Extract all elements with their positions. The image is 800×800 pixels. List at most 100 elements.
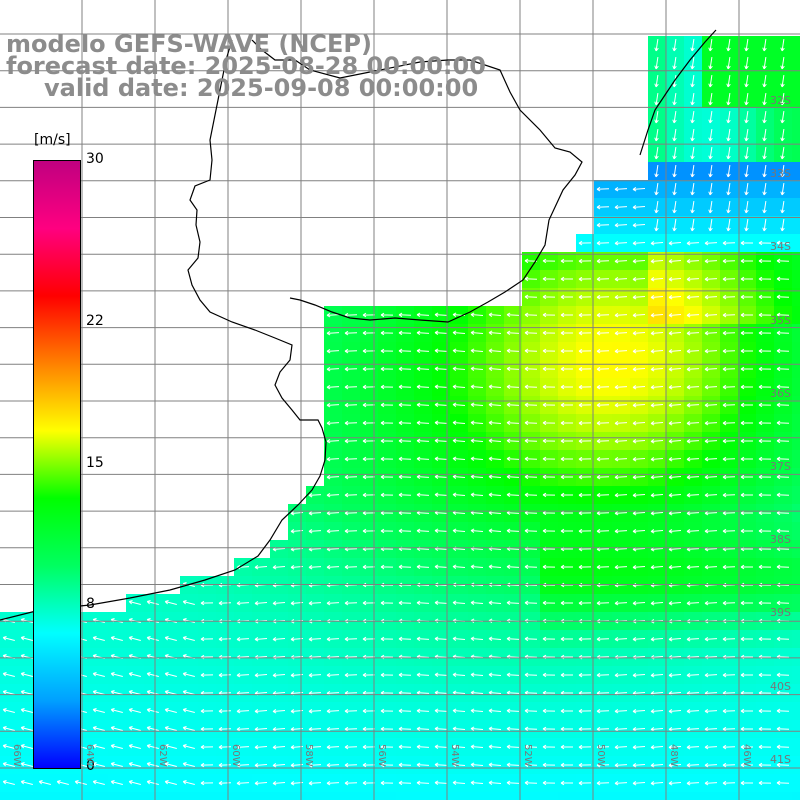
wind-arrow bbox=[416, 384, 430, 390]
wind-arrow bbox=[128, 636, 141, 641]
field-cell bbox=[684, 792, 703, 800]
wind-arrow bbox=[740, 402, 754, 408]
wind-arrow bbox=[254, 781, 268, 786]
field-cell bbox=[792, 378, 800, 397]
wind-arrow bbox=[560, 636, 574, 642]
wind-arrow bbox=[416, 312, 430, 318]
wind-arrow bbox=[650, 565, 664, 570]
wind-arrow bbox=[740, 258, 754, 264]
wind-arrow bbox=[740, 294, 754, 300]
wind-arrow bbox=[632, 295, 646, 300]
wind-arrow bbox=[344, 456, 358, 462]
wind-arrow bbox=[128, 726, 141, 731]
wind-arrow bbox=[632, 331, 646, 336]
wind-arrow bbox=[632, 565, 646, 570]
wind-arrow bbox=[380, 726, 394, 732]
wind-arrow bbox=[722, 240, 736, 246]
wind-arrow bbox=[434, 384, 448, 389]
wind-arrow bbox=[452, 600, 466, 605]
wind-arrow bbox=[308, 744, 322, 750]
wind-arrow bbox=[744, 182, 749, 196]
wind-arrow bbox=[452, 420, 466, 425]
wind-arrow bbox=[596, 240, 610, 246]
wind-arrow bbox=[560, 294, 574, 300]
field-cell bbox=[792, 144, 800, 163]
wind-arrow bbox=[744, 200, 749, 214]
wind-arrow bbox=[758, 438, 772, 444]
wind-arrow bbox=[542, 384, 556, 390]
wind-arrow bbox=[668, 601, 682, 606]
wind-arrow bbox=[762, 38, 767, 52]
wind-arrow bbox=[488, 312, 502, 317]
wind-arrow bbox=[596, 672, 610, 678]
wind-arrow bbox=[758, 240, 772, 246]
wind-arrow bbox=[596, 510, 610, 516]
wind-arrow bbox=[668, 385, 682, 390]
field-cell bbox=[450, 792, 469, 800]
wind-arrow bbox=[722, 672, 736, 678]
wind-arrow bbox=[434, 708, 448, 713]
wind-arrow bbox=[416, 366, 430, 372]
wind-arrow bbox=[596, 564, 610, 570]
wind-arrow bbox=[704, 492, 718, 498]
wind-arrow bbox=[272, 673, 286, 678]
wind-arrow bbox=[434, 780, 448, 785]
wind-arrow bbox=[380, 348, 394, 354]
colorbar-tick-0: 0 bbox=[86, 758, 95, 774]
wind-arrow bbox=[182, 600, 195, 605]
wind-arrow bbox=[470, 780, 484, 785]
wind-arrow bbox=[362, 726, 376, 732]
wind-arrow bbox=[560, 726, 574, 732]
wind-arrow bbox=[704, 456, 718, 462]
wind-arrow bbox=[560, 492, 574, 498]
wind-arrow bbox=[452, 348, 466, 353]
wind-arrow bbox=[92, 690, 105, 695]
wind-arrow bbox=[416, 492, 430, 498]
wind-arrow bbox=[704, 780, 718, 786]
wind-arrow bbox=[416, 330, 430, 336]
wind-arrow bbox=[686, 402, 700, 408]
wind-arrow bbox=[708, 128, 713, 142]
wind-arrow bbox=[110, 780, 123, 785]
wind-arrow bbox=[470, 474, 484, 479]
wind-arrow bbox=[726, 56, 731, 70]
field-cell bbox=[792, 54, 800, 73]
wind-arrow bbox=[200, 708, 214, 714]
wind-arrow bbox=[686, 258, 700, 264]
wind-arrow bbox=[326, 564, 340, 570]
wind-arrow bbox=[650, 781, 664, 786]
wind-arrow bbox=[632, 223, 646, 228]
wind-arrow bbox=[578, 564, 592, 570]
wind-arrow bbox=[398, 708, 412, 714]
wind-arrow bbox=[560, 330, 574, 336]
wind-arrow bbox=[488, 636, 502, 641]
wind-arrow bbox=[416, 474, 430, 480]
wind-arrow bbox=[704, 258, 718, 264]
wind-arrow bbox=[560, 384, 574, 390]
lon-label: 48W bbox=[668, 744, 679, 767]
wind-arrow bbox=[776, 492, 790, 498]
wind-arrow bbox=[578, 258, 592, 264]
field-cell bbox=[792, 684, 800, 703]
wind-arrow bbox=[654, 110, 659, 124]
field-cell bbox=[486, 792, 505, 800]
wind-arrow bbox=[614, 510, 628, 516]
wind-arrow bbox=[776, 258, 790, 264]
wind-arrow bbox=[272, 763, 286, 768]
wind-arrow bbox=[452, 780, 466, 785]
wind-arrow bbox=[758, 384, 772, 390]
wind-arrow bbox=[632, 475, 646, 480]
wind-arrow bbox=[362, 492, 376, 498]
field-cell bbox=[360, 792, 379, 800]
wind-arrow bbox=[722, 330, 736, 336]
wind-arrow bbox=[434, 330, 448, 335]
wind-arrow bbox=[632, 637, 646, 642]
field-cell bbox=[162, 792, 181, 800]
wind-arrow bbox=[776, 420, 790, 426]
wind-arrow bbox=[704, 564, 718, 570]
lat-label: 39S bbox=[770, 606, 791, 620]
wind-arrow bbox=[578, 744, 592, 750]
wind-arrow bbox=[668, 331, 682, 336]
wind-arrow bbox=[722, 564, 736, 570]
